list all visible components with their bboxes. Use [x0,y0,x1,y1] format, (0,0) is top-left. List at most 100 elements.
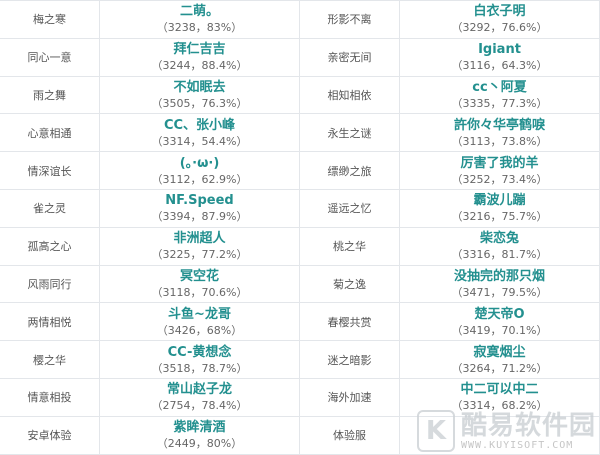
player-stats: （3118，70.6%） [151,285,248,299]
title-label: 春樱共赏 [299,302,400,342]
player-name: Igiant [478,42,521,58]
player-stats: （3116，64.3%） [451,59,548,73]
title-label: 樱之华 [0,340,100,379]
title-label: 菊之逸 [299,264,400,304]
player-name: 冥空花 [179,268,219,284]
title-label: 两情相悦 [0,302,100,342]
winner-cell: NF.Speed （3394，87.9%） [99,188,300,228]
title-label: 桃之华 [299,226,400,266]
winner-cell: 斗鱼~龙哥 （3426，68%） [99,302,300,342]
player-stats: （3471，79.5%） [451,285,548,299]
winner-cell: 白衣子明 （3292，76.6%） [399,0,600,39]
table-row: 情深谊长 (。·ω·) （3112，62.9%） 缥缈之旅 厉害了我的羊 （3252… [0,151,600,190]
player-stats: （3314，54.4%） [151,134,248,148]
title-label: 亲密无间 [299,37,400,77]
player-name: cc丶阿夏 [472,79,527,95]
winner-cell: 許你々华亭鹤唳 （3113，73.8%） [399,113,600,153]
winner-cell: cc丶阿夏 （3335，77.3%） [399,75,600,115]
title-label: 遥远之忆 [299,188,400,228]
title-label: 孤高之心 [0,226,100,266]
title-label: 形影不离 [299,0,400,39]
title-label: 雨之舞 [0,75,100,115]
table-row: 心意相通 CC、张小峰 （3314，54.4%） 永生之谜 許你々华亭鹤唳 （311… [0,113,600,153]
player-name: CC、张小峰 [163,117,236,133]
player-name: 寂寞烟尘 [473,344,526,360]
player-stats: （3394，87.9%） [151,210,248,224]
title-label: 雀之灵 [0,188,100,228]
winner-cell: 常山赵子龙 （2754，78.4%） [99,377,300,417]
player-name: (。·ω·) [179,155,220,171]
player-name: 霸波儿蹦 [473,193,526,209]
winner-cell: 柴恋兔 （3316，81.7%） [399,226,600,266]
player-stats: （3426，68%） [156,323,243,337]
watermark-text: 酷易软件园 [460,410,596,441]
title-label: 情深谊长 [0,151,100,190]
logo-k-icon: K [416,410,455,452]
winner-cell: 厉害了我的羊 （3252，73.4%） [399,151,600,190]
table-row: 风雨同行 冥空花 （3118，70.6%） 菊之逸 没抽完的那只烟 （3471，79… [0,264,600,304]
title-label: 相知相依 [299,75,400,115]
winner-cell: 紫眸清酒 （2449，80%） [99,415,300,455]
title-label: 情意相投 [0,377,100,417]
watermark-logo: K 酷易软件园 WWW.KUYISOFT.COM [416,410,596,452]
player-stats: （3518，78.7%） [151,361,248,375]
player-name: 常山赵子龙 [166,382,232,398]
player-name: 不如眠去 [173,79,226,95]
table-row: 雀之灵 NF.Speed （3394，87.9%） 遥远之忆 霸波儿蹦 （3216，… [0,188,600,228]
player-name: 厉害了我的羊 [460,155,539,171]
winner-cell: 冥空花 （3118，70.6%） [99,264,300,304]
player-name: 非洲超人 [173,231,226,247]
title-label: 缥缈之旅 [299,151,400,190]
winner-cell: 寂寞烟尘 （3264，71.2%） [399,340,600,379]
winner-cell: Igiant （3116，64.3%） [399,37,600,77]
winner-cell: 拜仁吉吉 （3244，88.4%） [99,37,300,77]
player-stats: （3292，76.6%） [451,21,548,35]
player-name: 没抽完的那只烟 [453,268,545,284]
winner-cell: 没抽完的那只烟 （3471，79.5%） [399,264,600,304]
table-row: 同心一意 拜仁吉吉 （3244，88.4%） 亲密无间 Igiant （3116，6… [0,37,600,77]
table-row: 樱之华 CC-黄想念 （3518，78.7%） 迷之暗影 寂寞烟尘 （3264，71… [0,340,600,379]
winner-cell: 楚天帝O （3419，70.1%） [399,302,600,342]
winner-cell: CC、张小峰 （3314，54.4%） [99,113,300,153]
title-label: 海外加速 [299,377,400,417]
player-name: 中二可以中二 [460,382,539,398]
player-name: CC-黄想念 [167,344,232,360]
player-stats: （3314，68.2%） [451,399,548,413]
player-stats: （3316，81.7%） [451,248,548,262]
player-name: 許你々华亭鹤唳 [453,117,545,133]
table-row: 雨之舞 不如眠去 （3505，76.3%） 相知相依 cc丶阿夏 （3335，77.… [0,75,600,115]
title-label: 安卓体验 [0,415,100,455]
player-name: 白衣子明 [473,4,526,20]
title-label: 迷之暗影 [299,340,400,379]
player-name: 柴恋兔 [479,231,519,247]
player-name: 二萌。 [179,4,219,20]
winner-cell: 二萌。 （3238，83%） [99,0,300,39]
player-stats: （3112，62.9%） [151,172,248,186]
table-row: 安卓体验 紫眸清酒 （2449，80%） 体验服 [0,415,600,455]
watermark-url: WWW.KUYISOFT.COM [460,439,574,451]
player-name: 楚天帝O [474,306,525,322]
title-label: 风雨同行 [0,264,100,304]
player-stats: （3225，77.2%） [151,248,248,262]
player-stats: （2754，78.4%） [151,399,248,413]
player-stats: （3252，73.4%） [451,172,548,186]
title-label: 同心一意 [0,37,100,77]
player-stats: （2449，80%） [156,437,243,451]
winner-cell: (。·ω·) （3112，62.9%） [99,151,300,190]
player-stats: （3419，70.1%） [451,323,548,337]
player-name: 斗鱼~龙哥 [168,306,231,322]
title-label: 心意相通 [0,113,100,153]
player-stats: （3505，76.3%） [151,96,248,110]
title-label: 永生之谜 [299,113,400,153]
player-name: 紫眸清酒 [173,420,226,436]
player-stats: （3335，77.3%） [451,96,548,110]
player-stats: （3264，71.2%） [451,361,548,375]
table-row: 梅之寒 二萌。 （3238，83%） 形影不离 白衣子明 （3292，76.6%） [0,0,600,39]
player-stats: （3238，83%） [156,21,243,35]
winner-cell: 霸波儿蹦 （3216，75.7%） [399,188,600,228]
title-label: 体验服 [299,415,400,455]
winner-cell: CC-黄想念 （3518，78.7%） [99,340,300,379]
player-name: 拜仁吉吉 [173,42,226,58]
winner-cell: 不如眠去 （3505，76.3%） [99,75,300,115]
